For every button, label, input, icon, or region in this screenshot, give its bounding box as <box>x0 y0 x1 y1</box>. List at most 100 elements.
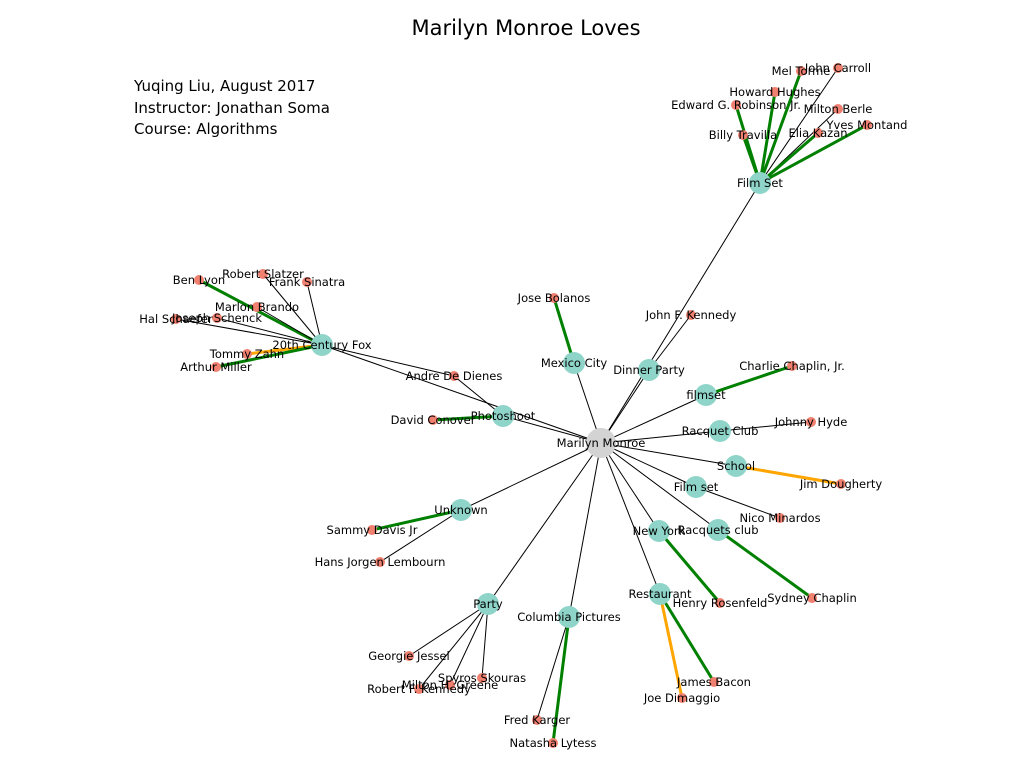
edge-film_set-elia_kazan <box>759 131 819 185</box>
node-label-fred-karger: Fred Karger <box>504 713 571 727</box>
node-label-john-carroll: John Carroll <box>804 61 871 75</box>
node-label-photoshoot: Photoshoot <box>471 409 536 423</box>
node-label-hans-jorgen: Hans Jorgen Lembourn <box>315 555 446 569</box>
node-label-hal-schaefer: Hal Schaefer <box>139 312 213 326</box>
node-mexico-city <box>563 352 585 374</box>
node-milton-berle <box>833 104 843 114</box>
node-label-spyros-skouras: Spyros Skouras <box>438 671 526 685</box>
node-ben-lyon <box>194 275 204 285</box>
node-label-film-set-lc: Film set <box>674 480 719 494</box>
instructor-credit: Instructor: Jonathan Soma <box>134 99 330 117</box>
node-label-tommy-zahn: Tommy Zahn <box>209 347 284 361</box>
node-columbia <box>558 606 580 628</box>
node-label-charlie-chaplin-jr: Charlie Chaplin, Jr. <box>739 359 845 373</box>
node-label-georgie-jessel: Georgie Jessel <box>368 649 450 663</box>
edge-columbia-natasha_lytess <box>551 616 571 744</box>
edge-center-racquet_club <box>600 430 721 444</box>
edge-photoshoot-david_conover <box>432 414 504 422</box>
author-credit: Yuqing Liu, August 2017 <box>133 77 315 95</box>
node-racquets-club <box>707 519 729 541</box>
nodes-layer <box>171 63 872 748</box>
node-new-york <box>648 520 670 542</box>
node-fox <box>311 334 333 356</box>
node-sammy-davis <box>367 525 377 535</box>
edge-film_set-john_carroll <box>759 67 839 184</box>
node-label-mel-torme: Mel Torme <box>772 64 831 78</box>
edge-school-jim_dougherty <box>735 464 842 486</box>
edge-filmset_lc-charlie_chaplin_jr <box>705 364 793 397</box>
node-label-howard-hughes: Howard Hughes <box>729 85 820 99</box>
node-label-edward-robinson: Edward G. Robinson Jr. <box>671 98 801 112</box>
node-school <box>725 455 747 477</box>
node-film-set-lc <box>685 476 707 498</box>
edge-mexico_city-jose_bolanos <box>552 297 576 364</box>
node-johnny-hyde <box>806 417 816 427</box>
node-label-frank-sinatra: Frank Sinatra <box>269 275 345 289</box>
edge-film_set_lc-nico_minardos <box>695 486 781 519</box>
edge-fox-arthur_miller <box>215 343 323 369</box>
node-label-james-bacon: James Bacon <box>676 675 751 689</box>
node-label-jfk: John F. Kennedy <box>645 308 737 322</box>
course-credit: Course: Algorithms <box>134 120 278 138</box>
node-label-joseph-schenck: Joseph Schenck <box>171 311 262 325</box>
node-label-filmset-lc: filmset <box>686 388 726 402</box>
node-jim-dougherty <box>836 479 846 489</box>
node-billy-travilla <box>738 130 748 140</box>
edge-racquet_club-johnny_hyde <box>719 421 812 432</box>
node-spyros-skouras <box>477 673 487 683</box>
edge-fox-joseph_schenck <box>216 317 323 346</box>
node-photoshoot <box>492 405 514 427</box>
node-label-center: Marilyn Monroe <box>557 436 646 450</box>
node-center <box>586 428 616 458</box>
node-label-columbia: Columbia Pictures <box>517 610 621 624</box>
node-label-school: School <box>717 459 755 473</box>
edge-center-fox <box>321 344 602 444</box>
node-dinner-party <box>638 359 660 381</box>
labels-layer: Marilyn Monroe Film Set 20th Century Fox Me… <box>139 61 907 750</box>
edge-center-new_york <box>600 442 660 532</box>
node-label-racquet-club: Racquet Club <box>682 424 759 438</box>
edge-fox-ben_lyon <box>198 278 323 347</box>
node-joseph-schenck <box>212 313 222 323</box>
edge-center-party <box>487 442 602 605</box>
edge-film_set-howard_hughes <box>758 91 777 184</box>
node-elia-kazan <box>813 128 823 138</box>
node-yves-montand <box>862 120 872 130</box>
node-hans-jorgen <box>375 557 385 567</box>
node-unknown <box>450 499 472 521</box>
chart-title: Marilyn Monroe Loves <box>411 16 640 40</box>
edge-party-spyros_skouras <box>481 603 489 679</box>
edge-fox-andre_de_dienes <box>321 344 455 377</box>
node-charlie-chaplin-jr <box>787 361 797 371</box>
edge-center-film_set <box>600 182 761 444</box>
node-label-johnny-hyde: Johnny Hyde <box>774 415 848 429</box>
node-label-film-set: Film Set <box>737 176 783 190</box>
node-rfk <box>414 684 424 694</box>
node-label-ben-lyon: Ben Lyon <box>173 273 225 287</box>
node-arthur-miller <box>211 362 221 372</box>
node-jose-bolanos <box>549 293 559 303</box>
edge-party-georgie_jessel <box>408 603 489 657</box>
edge-center-filmset_lc <box>600 394 707 444</box>
node-party <box>477 593 499 615</box>
node-label-robert-slatzer: Robert Slatzer <box>222 267 304 281</box>
edge-new_york-henry_rosenfeld <box>657 530 722 604</box>
node-georgie-jessel <box>404 651 414 661</box>
node-label-milton-greene: Milton H. Greene <box>402 678 498 692</box>
node-henry-rosenfeld <box>715 598 725 608</box>
edge-center-columbia <box>568 442 602 618</box>
node-john-carroll <box>833 63 843 73</box>
node-label-fox: 20th Century Fox <box>272 338 371 352</box>
node-label-sydney-chaplin: Sydney Chaplin <box>767 591 857 605</box>
edge-center-racquets_club <box>600 442 719 531</box>
node-label-billy-travilla: Billy Travilla <box>709 128 777 142</box>
node-milton-greene <box>445 680 455 690</box>
node-nico-minardos <box>775 513 785 523</box>
node-label-david-conover: David Conover <box>391 413 476 427</box>
node-label-milton-berle: Milton Berle <box>804 102 873 116</box>
node-hal-schaefer <box>171 314 181 324</box>
node-label-new-york: New York <box>633 524 686 538</box>
edge-party-milton_greene <box>449 603 489 686</box>
node-label-arthur-miller: Arthur Miller <box>180 360 252 374</box>
edge-center-school <box>600 442 737 467</box>
